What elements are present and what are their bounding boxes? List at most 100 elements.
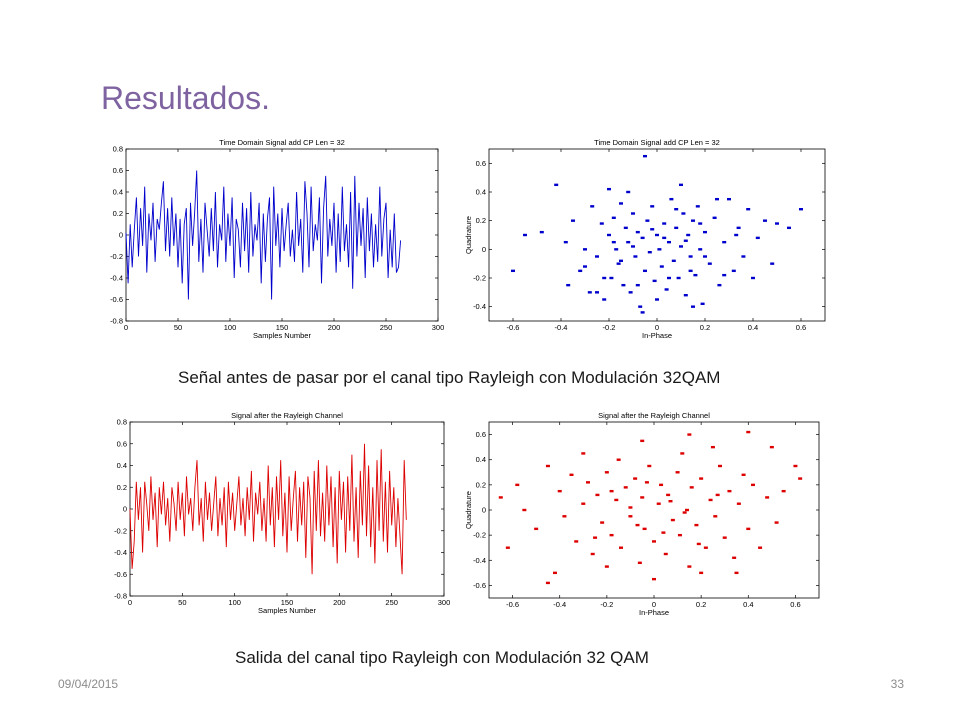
series-line <box>125 170 402 300</box>
y-axis-label: Quadrature <box>464 216 473 254</box>
data-point <box>677 533 682 537</box>
data-point <box>590 552 595 556</box>
y-tick-label: 0.4 <box>476 188 486 197</box>
data-point <box>667 240 671 244</box>
x-tick-label: -0.4 <box>553 600 566 609</box>
y-axis-label: Quadrature <box>464 491 473 529</box>
x-axis-label: Samples Number <box>258 606 316 615</box>
data-point <box>599 222 604 225</box>
data-point <box>631 212 635 215</box>
data-point <box>695 205 700 208</box>
data-point <box>799 208 803 211</box>
data-point <box>505 546 510 549</box>
data-point <box>699 477 704 480</box>
y-tick-label: 0.6 <box>476 430 486 439</box>
data-point <box>586 481 590 484</box>
data-point <box>671 259 676 262</box>
data-point <box>650 205 655 208</box>
data-point <box>652 540 656 543</box>
data-point <box>688 269 693 273</box>
x-tick-label: 50 <box>178 598 186 607</box>
data-point <box>775 222 779 225</box>
x-tick-label: 0 <box>652 600 656 609</box>
data-point <box>769 445 774 449</box>
chart-title: Time Domain Signal add CP Len = 32 <box>219 138 345 147</box>
data-point <box>534 527 539 531</box>
data-point <box>569 473 574 476</box>
data-point <box>644 481 649 484</box>
data-point <box>566 283 571 287</box>
data-point <box>600 521 605 524</box>
data-point <box>717 283 722 287</box>
data-point <box>626 190 631 194</box>
x-tick-label: -0.2 <box>603 323 616 332</box>
data-point <box>640 496 645 499</box>
x-tick-label: 250 <box>380 323 393 332</box>
data-point <box>523 233 527 237</box>
y-tick-label: 0.4 <box>113 188 123 197</box>
y-tick-label: -0.2 <box>114 526 127 535</box>
x-tick-label: 150 <box>276 323 289 332</box>
data-point <box>755 236 760 240</box>
caption-after-channel: Salida del canal tipo Rayleigh con Modul… <box>235 648 649 667</box>
data-point <box>633 477 638 480</box>
x-tick-label: 0 <box>128 598 132 607</box>
x-tick-label: 50 <box>174 323 182 332</box>
y-tick-label: 0.2 <box>117 483 127 492</box>
data-point <box>619 259 623 262</box>
data-point <box>614 498 619 502</box>
data-point <box>553 571 557 575</box>
x-axis-label: In-Phase <box>642 331 672 340</box>
data-point <box>616 262 621 265</box>
data-point <box>581 452 586 455</box>
y-tick-label: 0.8 <box>117 418 127 427</box>
y-tick-label: -0.6 <box>110 295 123 304</box>
y-tick-label: -0.4 <box>114 548 127 557</box>
chart-time-before: Time Domain Signal add CP Len = 32 0 50 100… <box>110 138 444 340</box>
data-point <box>765 496 770 499</box>
data-point <box>685 508 689 512</box>
series-line <box>129 443 407 575</box>
data-point <box>545 464 550 468</box>
data-point <box>631 245 635 248</box>
data-point <box>633 255 638 258</box>
data-point <box>647 464 652 468</box>
data-point <box>698 222 703 225</box>
y-tick-label: 0.4 <box>117 461 127 470</box>
data-point <box>718 464 722 468</box>
data-point <box>659 265 664 268</box>
data-point <box>667 276 671 280</box>
data-point <box>628 515 633 518</box>
data-point <box>727 489 732 493</box>
data-point <box>587 291 592 294</box>
data-point <box>710 445 715 449</box>
data-point <box>590 205 595 208</box>
data-point <box>793 464 798 468</box>
data-point <box>611 240 616 244</box>
data-point <box>647 251 652 254</box>
data-point <box>645 219 650 222</box>
data-point <box>746 208 751 211</box>
x-tick-label: 200 <box>328 323 341 332</box>
x-tick-label: 0.4 <box>748 323 758 332</box>
data-point <box>682 511 687 514</box>
data-point <box>689 486 694 489</box>
data-point <box>609 533 614 537</box>
data-point <box>736 502 741 505</box>
data-point <box>734 571 739 575</box>
x-tick-label: -0.4 <box>555 323 568 332</box>
data-point <box>663 552 668 556</box>
data-point <box>732 556 737 559</box>
data-point <box>643 154 647 158</box>
data-point <box>595 255 599 258</box>
data-point <box>583 248 587 251</box>
data-point <box>691 219 695 222</box>
data-point <box>676 276 681 280</box>
data-point <box>498 496 503 499</box>
data-point <box>774 521 779 524</box>
y-tick-label: 0 <box>119 231 123 240</box>
y-tick-label: -0.6 <box>114 570 127 579</box>
y-tick-label: -0.4 <box>110 274 123 283</box>
x-tick-label: -0.6 <box>506 600 519 609</box>
data-point <box>679 245 683 248</box>
